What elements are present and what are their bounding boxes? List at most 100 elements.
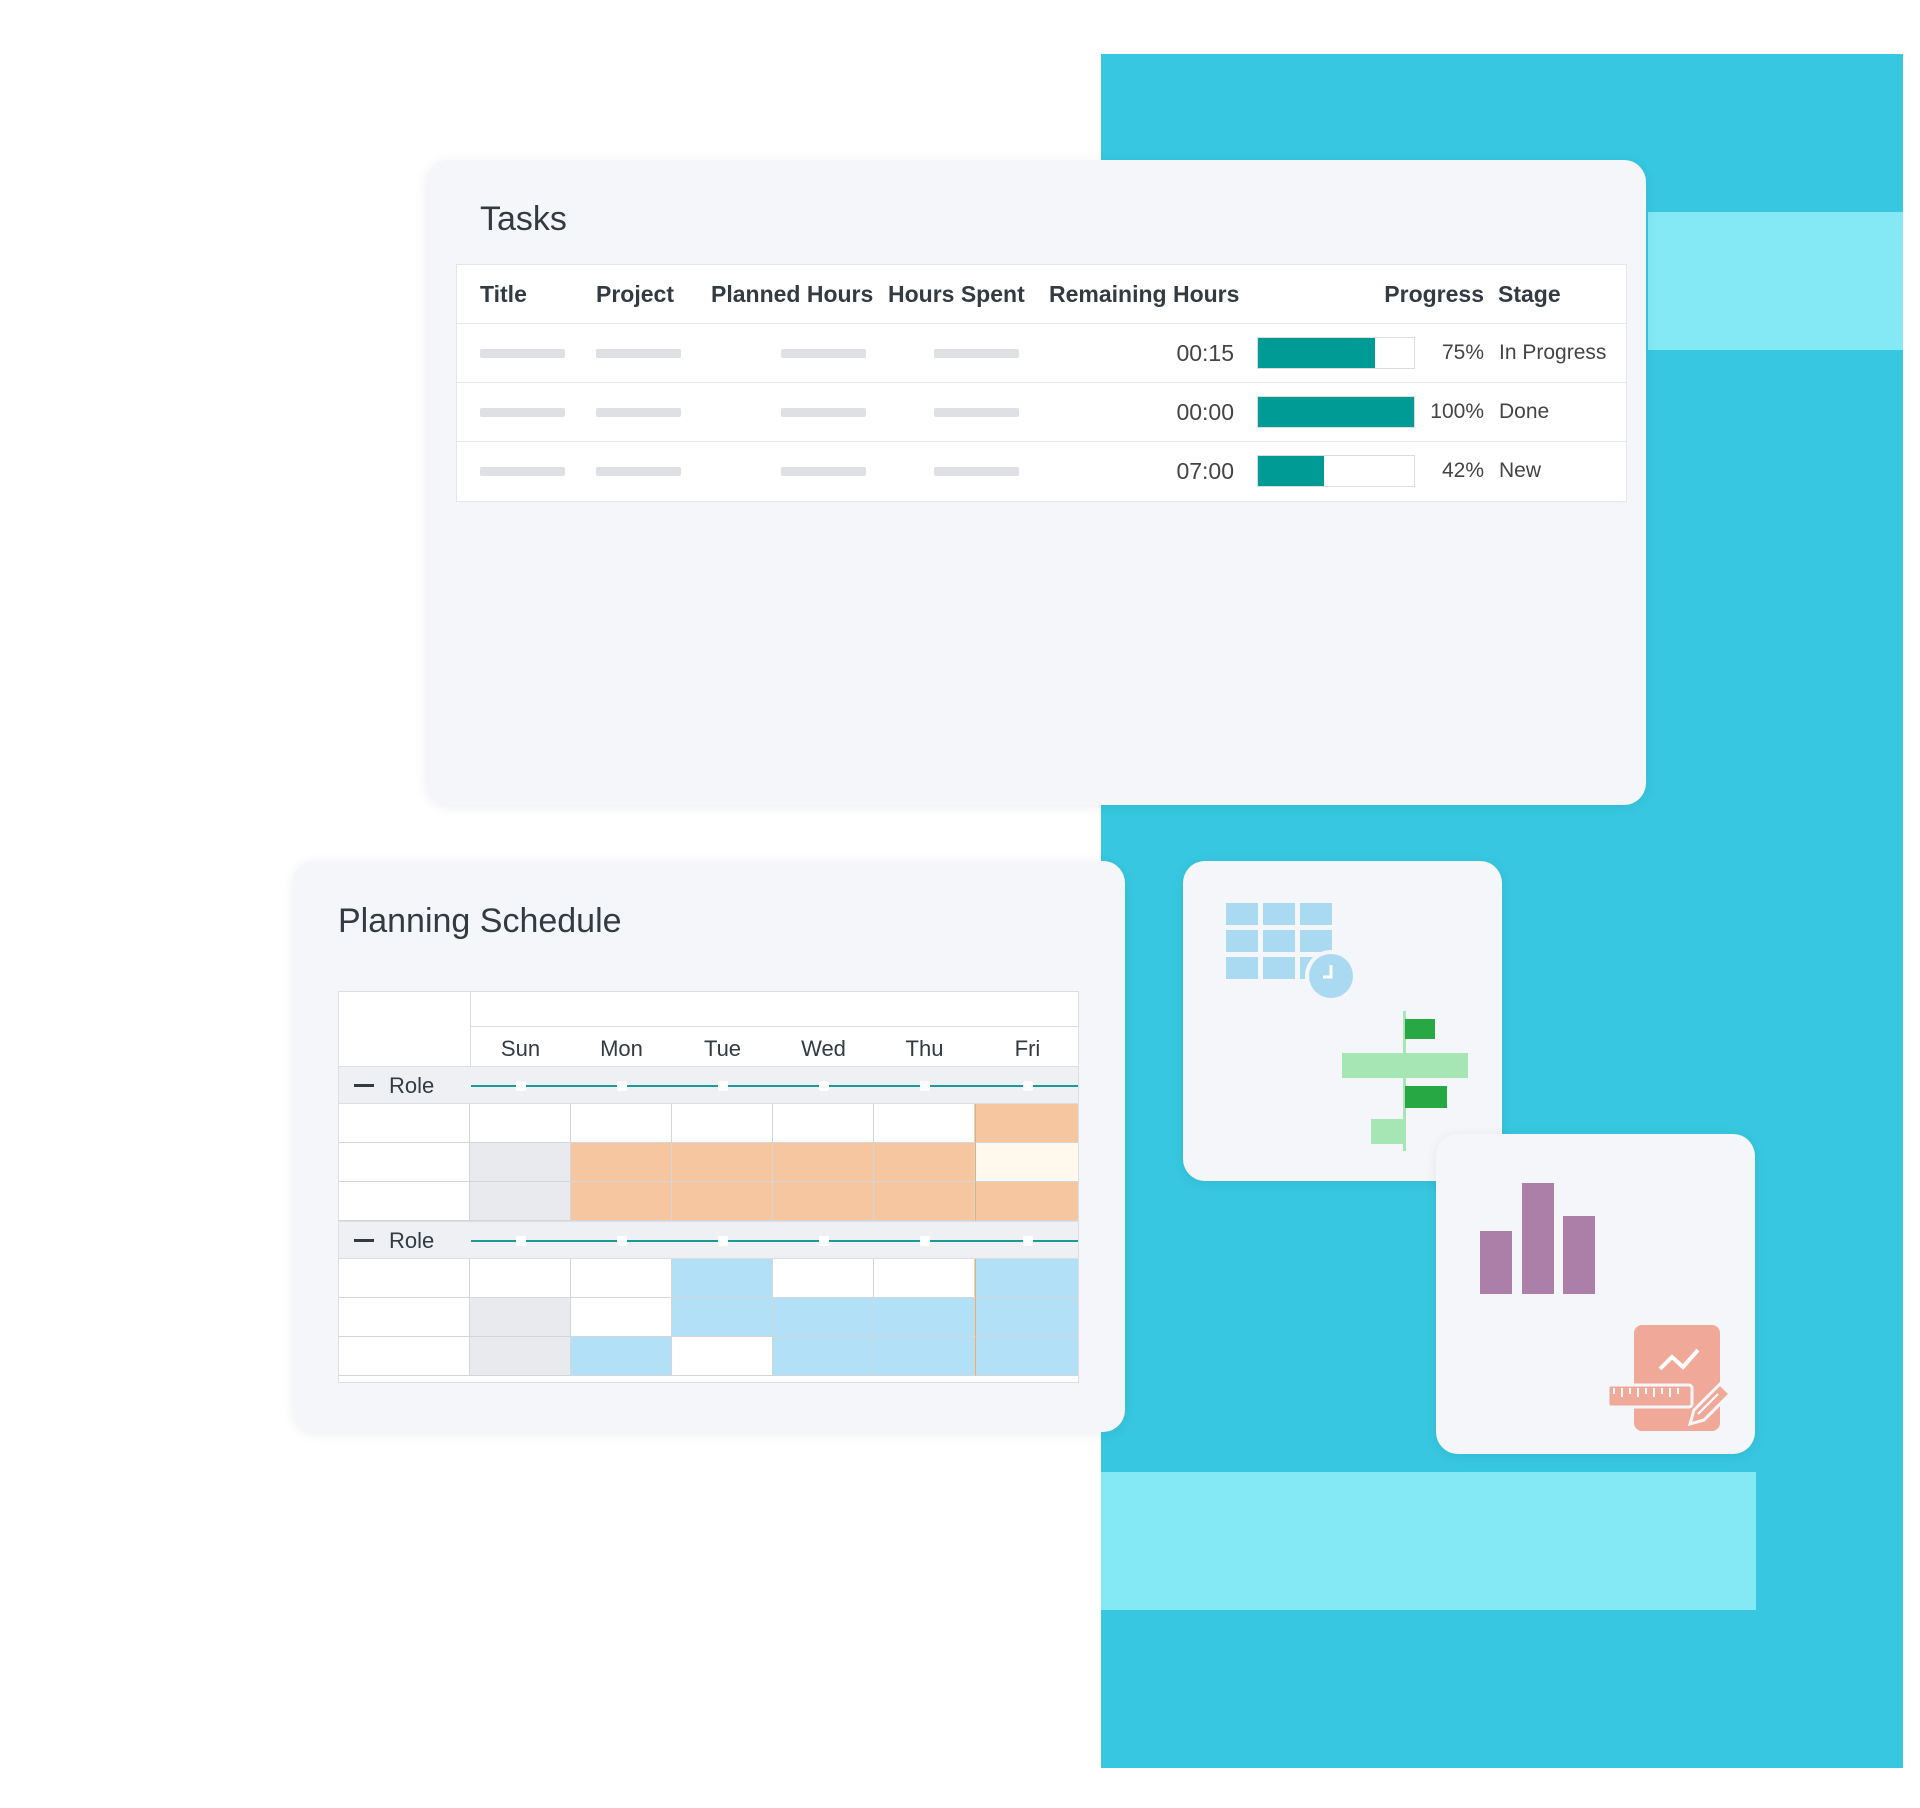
schedule-cell[interactable] (874, 1337, 975, 1376)
table-row[interactable]: 07:00 42% New (457, 441, 1626, 500)
bar-chart-icon (1480, 1183, 1595, 1294)
progress-bar (1257, 337, 1415, 369)
schedule-cell[interactable] (975, 1259, 1078, 1298)
schedule-cell[interactable] (571, 1143, 672, 1182)
timeline-marker (919, 1236, 930, 1246)
schedule-cell[interactable] (773, 1298, 874, 1337)
day-header-thu[interactable]: Thu (905, 1036, 944, 1061)
role-timeline (471, 1240, 1078, 1242)
role-label: Role (389, 1073, 435, 1098)
column-header-project[interactable]: Project (596, 281, 674, 307)
row-label-cell (339, 1143, 470, 1182)
progress-fill (1258, 338, 1375, 368)
project-placeholder (596, 349, 681, 358)
schedule-cell[interactable] (470, 1298, 571, 1337)
day-header-tue[interactable]: Tue (703, 1036, 742, 1061)
column-header-stage[interactable]: Stage (1498, 281, 1561, 307)
planned-hours-placeholder (781, 408, 866, 417)
schedule-cell[interactable] (470, 1143, 571, 1182)
row-label-cell (339, 1298, 470, 1337)
progress-percent: 42% (1441, 459, 1484, 482)
role-group-header[interactable]: Role (339, 1221, 1078, 1259)
schedule-cell[interactable] (773, 1182, 874, 1221)
day-header-wed[interactable]: Wed (801, 1036, 846, 1061)
schedule-cell[interactable] (571, 1259, 672, 1298)
schedule-cell[interactable] (773, 1143, 874, 1182)
column-header-hours-spent[interactable]: Hours Spent (888, 281, 1025, 307)
schedule-cell[interactable] (874, 1182, 975, 1221)
schedule-cell[interactable] (571, 1104, 672, 1143)
schedule-cell[interactable] (571, 1298, 672, 1337)
row-label-cell (339, 1259, 470, 1298)
schedule-cell[interactable] (672, 1143, 773, 1182)
gantt-chart-icon (1342, 1011, 1468, 1151)
tasks-card: Tasks Title Project Planned Hours Hours … (426, 160, 1646, 805)
schedule-cell[interactable] (874, 1143, 975, 1182)
schedule-cell[interactable] (975, 1337, 1078, 1376)
timeline-marker (616, 1236, 627, 1246)
progress-percent: 100% (1430, 400, 1484, 423)
schedule-cell[interactable] (672, 1337, 773, 1376)
column-header-planned-hours[interactable]: Planned Hours (711, 281, 874, 307)
project-placeholder (596, 408, 681, 417)
timeline-marker (818, 1081, 829, 1091)
feature-icons-card (1436, 1134, 1755, 1454)
schedule-cell[interactable] (571, 1182, 672, 1221)
schedule-cell[interactable] (874, 1104, 975, 1143)
schedule-cell[interactable] (773, 1337, 874, 1376)
schedule-cell[interactable] (672, 1259, 773, 1298)
hours-spent-placeholder (934, 349, 1019, 358)
background-stripe (1648, 212, 1903, 350)
timeline-marker (717, 1236, 728, 1246)
tasks-table: Title Project Planned Hours Hours Spent … (456, 264, 1627, 502)
planned-hours-placeholder (781, 467, 866, 476)
progress-fill (1258, 397, 1414, 427)
schedule-cell[interactable] (672, 1182, 773, 1221)
timeline-marker (515, 1081, 526, 1091)
schedule-cell[interactable] (470, 1337, 571, 1376)
table-row[interactable]: 00:00 100% Done (457, 382, 1626, 441)
timeline-marker (616, 1081, 627, 1091)
role-group-header[interactable]: Role (339, 1066, 1078, 1104)
schedule-cell[interactable] (672, 1104, 773, 1143)
timeline-marker (818, 1236, 829, 1246)
schedule-cell[interactable] (975, 1182, 1078, 1221)
schedule-grid: Sun Mon Tue Wed Thu Fri Role Role (338, 991, 1079, 1383)
remaining-hours: 00:15 (1176, 340, 1234, 366)
schedule-cell[interactable] (874, 1259, 975, 1298)
hours-spent-placeholder (934, 467, 1019, 476)
timeline-marker (515, 1236, 526, 1246)
column-header-progress[interactable]: Progress (1384, 281, 1484, 307)
schedule-cell[interactable] (470, 1182, 571, 1221)
schedule-cell[interactable] (773, 1104, 874, 1143)
timeline-marker (1022, 1081, 1033, 1091)
table-row[interactable]: 00:15 75% In Progress (457, 323, 1626, 382)
schedule-cell[interactable] (975, 1104, 1078, 1143)
row-label-cell (339, 1337, 470, 1376)
column-header-title[interactable]: Title (480, 281, 527, 307)
grid-divider (470, 1026, 1078, 1027)
schedule-cell[interactable] (874, 1298, 975, 1337)
planning-schedule-card: Planning Schedule Sun Mon Tue Wed Thu Fri Role… (293, 861, 1125, 1432)
stage-label: Done (1499, 400, 1550, 423)
title-placeholder (480, 467, 565, 476)
collapse-icon[interactable] (354, 1239, 374, 1242)
schedule-cell[interactable] (470, 1104, 571, 1143)
stage-label: New (1499, 459, 1542, 482)
row-label-cell (339, 1182, 470, 1221)
day-header-fri[interactable]: Fri (1014, 1036, 1041, 1061)
day-header-sun[interactable]: Sun (500, 1036, 541, 1061)
collapse-icon[interactable] (354, 1084, 374, 1087)
day-header-mon[interactable]: Mon (600, 1036, 643, 1061)
schedule-cell[interactable] (975, 1143, 1078, 1182)
timeline-marker (717, 1081, 728, 1091)
progress-bar (1257, 396, 1415, 428)
role-timeline (471, 1085, 1078, 1087)
schedule-cell[interactable] (571, 1337, 672, 1376)
schedule-cell[interactable] (975, 1298, 1078, 1337)
planned-hours-placeholder (781, 349, 866, 358)
schedule-cell[interactable] (773, 1259, 874, 1298)
schedule-cell[interactable] (672, 1298, 773, 1337)
column-header-remaining-hours[interactable]: Remaining Hours (1049, 281, 1240, 307)
schedule-cell[interactable] (470, 1259, 571, 1298)
